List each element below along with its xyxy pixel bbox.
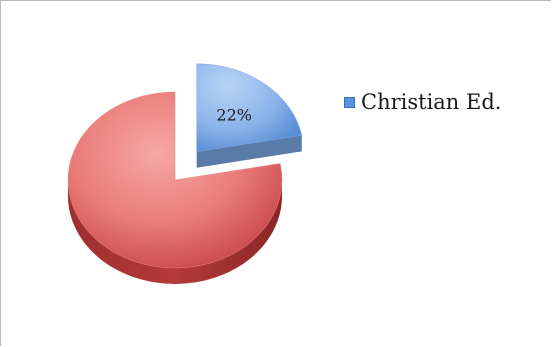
- legend-label-christian-ed: Christian Ed.: [361, 90, 502, 114]
- pie-slice-other: [67, 91, 283, 269]
- pie-data-label-christian-ed: 22%: [216, 106, 252, 125]
- legend: Christian Ed.: [344, 90, 501, 114]
- pie-slice-side-other: [68, 180, 282, 284]
- pie-slice-face-christian-ed: [196, 135, 302, 168]
- pie-slice-christian-ed: [196, 63, 303, 153]
- legend-swatch-christian-ed: [344, 96, 355, 108]
